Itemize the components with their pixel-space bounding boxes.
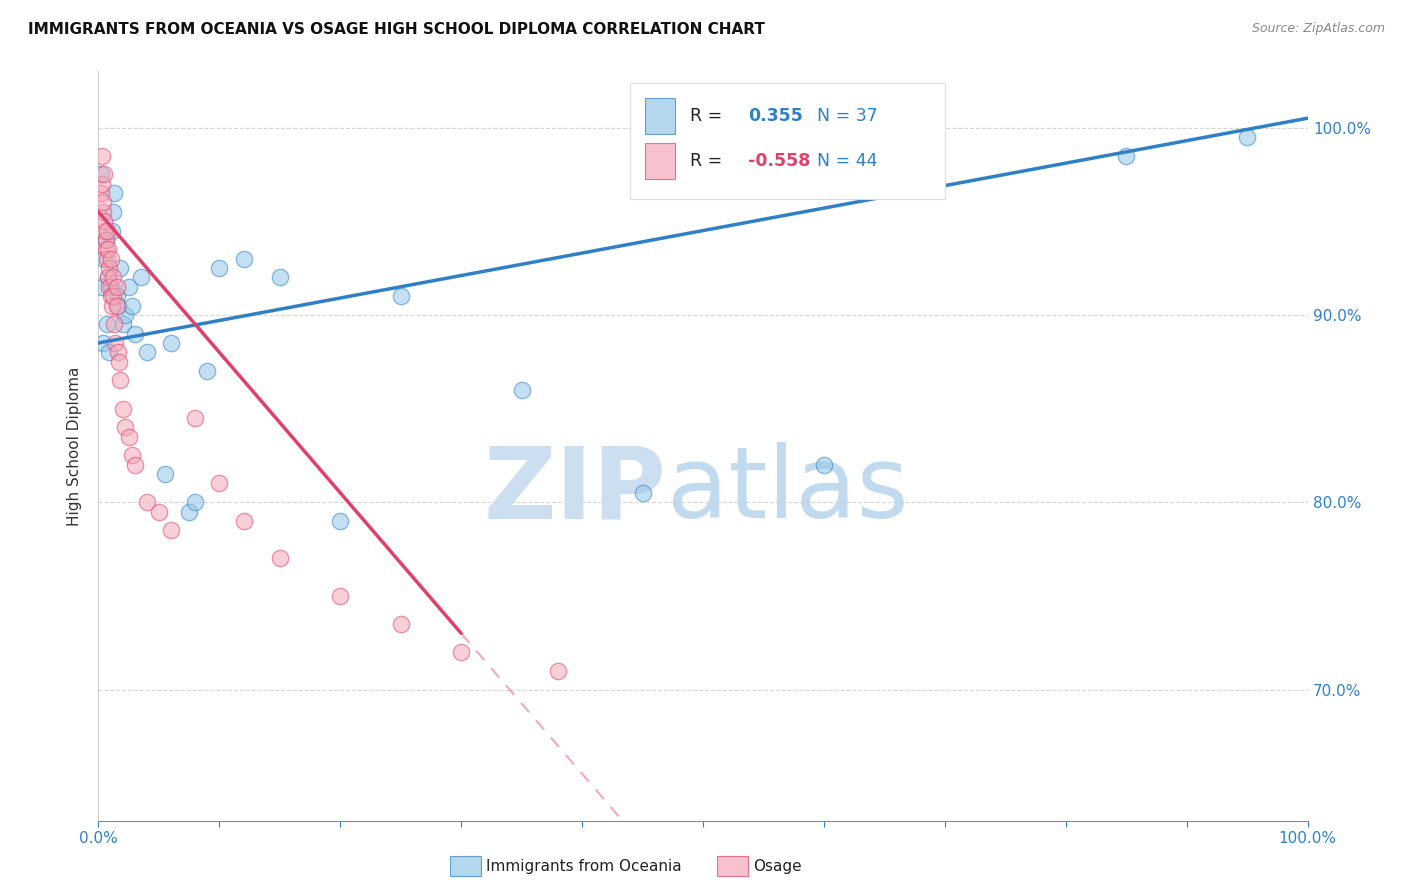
- Point: [160, 336, 183, 351]
- Point: [179, 505, 201, 519]
- Point: [114, 420, 136, 434]
- Text: 0.355: 0.355: [748, 106, 803, 125]
- Point: [232, 252, 254, 266]
- Y-axis label: High School Diploma: High School Diploma: [67, 367, 83, 525]
- Text: R =: R =: [690, 106, 727, 125]
- Point: [105, 280, 128, 294]
- Point: [107, 345, 129, 359]
- Point: [107, 299, 129, 313]
- Point: [118, 430, 141, 444]
- Point: [135, 495, 157, 509]
- Point: [103, 318, 125, 332]
- Point: [101, 270, 124, 285]
- Point: [389, 289, 412, 303]
- Point: [160, 524, 183, 538]
- Text: -0.558: -0.558: [748, 153, 810, 170]
- Point: [100, 280, 122, 294]
- Point: [91, 149, 114, 163]
- Point: [98, 280, 121, 294]
- FancyBboxPatch shape: [630, 83, 945, 199]
- Text: R =: R =: [690, 153, 727, 170]
- Point: [91, 280, 114, 294]
- Point: [97, 270, 120, 285]
- Point: [510, 383, 533, 397]
- Point: [111, 401, 134, 416]
- Point: [100, 224, 122, 238]
- Point: [94, 233, 117, 247]
- Point: [329, 589, 352, 603]
- Point: [111, 318, 134, 332]
- Point: [94, 243, 117, 257]
- Point: [184, 410, 207, 425]
- Point: [108, 261, 131, 276]
- Point: [98, 261, 121, 276]
- Point: [98, 345, 121, 359]
- Point: [208, 476, 231, 491]
- Point: [208, 261, 231, 276]
- Point: [114, 308, 136, 322]
- Point: [269, 551, 291, 566]
- Text: ZIP: ZIP: [484, 442, 666, 540]
- Point: [93, 224, 115, 238]
- Point: [547, 664, 569, 678]
- Point: [195, 364, 218, 378]
- Point: [90, 186, 112, 201]
- Point: [184, 495, 207, 509]
- Point: [101, 289, 124, 303]
- Point: [105, 289, 128, 303]
- Point: [389, 617, 412, 632]
- Point: [121, 299, 143, 313]
- Point: [90, 168, 112, 182]
- Point: [97, 270, 120, 285]
- Text: IMMIGRANTS FROM OCEANIA VS OSAGE HIGH SCHOOL DIPLOMA CORRELATION CHART: IMMIGRANTS FROM OCEANIA VS OSAGE HIGH SC…: [28, 22, 765, 37]
- Point: [232, 514, 254, 528]
- Point: [118, 280, 141, 294]
- Point: [631, 486, 654, 500]
- Point: [91, 205, 114, 219]
- Point: [91, 177, 114, 191]
- Point: [121, 449, 143, 463]
- Text: N = 44: N = 44: [817, 153, 877, 170]
- Point: [93, 168, 115, 182]
- Point: [148, 505, 170, 519]
- Point: [96, 252, 118, 266]
- Point: [93, 252, 115, 266]
- FancyBboxPatch shape: [645, 144, 675, 179]
- Point: [124, 326, 146, 341]
- Point: [93, 214, 115, 228]
- Point: [329, 514, 352, 528]
- Point: [97, 243, 120, 257]
- Point: [91, 195, 114, 210]
- Text: atlas: atlas: [666, 442, 908, 540]
- Point: [124, 458, 146, 472]
- Point: [129, 270, 152, 285]
- Point: [96, 224, 118, 238]
- Point: [1236, 130, 1258, 145]
- Text: Immigrants from Oceania: Immigrants from Oceania: [486, 859, 682, 873]
- Point: [100, 289, 122, 303]
- Point: [108, 374, 131, 388]
- Point: [103, 186, 125, 201]
- Point: [108, 355, 131, 369]
- Point: [91, 336, 114, 351]
- Point: [94, 233, 117, 247]
- Text: Osage: Osage: [754, 859, 803, 873]
- Point: [104, 336, 127, 351]
- Point: [450, 645, 472, 659]
- Point: [813, 458, 835, 472]
- Point: [100, 299, 122, 313]
- Text: Source: ZipAtlas.com: Source: ZipAtlas.com: [1251, 22, 1385, 36]
- Point: [269, 270, 291, 285]
- Point: [1115, 149, 1137, 163]
- Point: [135, 345, 157, 359]
- Text: N = 37: N = 37: [817, 106, 877, 125]
- Point: [100, 252, 122, 266]
- Point: [105, 299, 128, 313]
- Point: [96, 318, 118, 332]
- Point: [153, 467, 176, 482]
- Point: [101, 205, 124, 219]
- FancyBboxPatch shape: [645, 97, 675, 134]
